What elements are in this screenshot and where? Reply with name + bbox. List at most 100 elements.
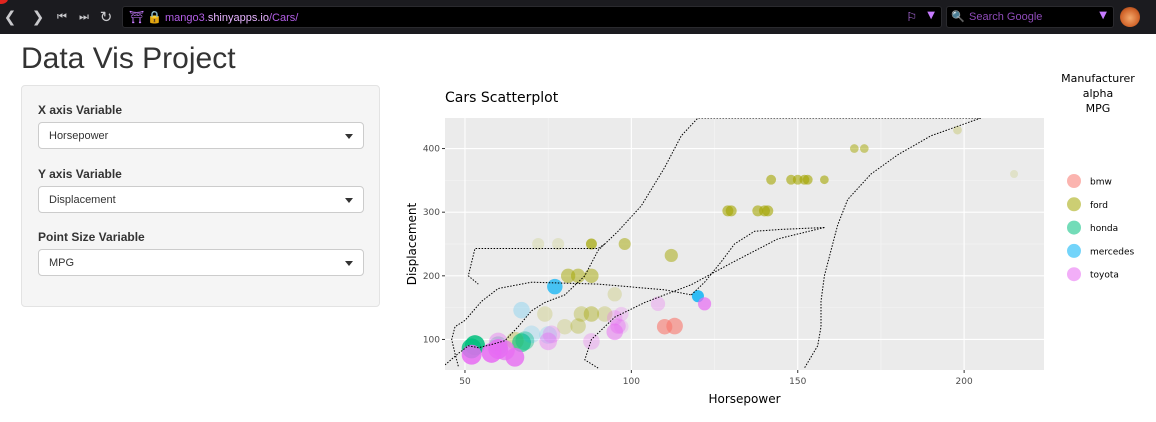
data-point-mercedes — [539, 326, 558, 344]
legend-title: Manufacturer — [1061, 72, 1135, 85]
data-point-bmw — [666, 317, 683, 335]
shield-icon[interactable]: ⛩ — [129, 10, 145, 24]
data-point-ford — [597, 306, 613, 322]
density-contour — [467, 243, 605, 285]
data-point-ford — [859, 144, 869, 153]
y-tick-label: 300 — [423, 208, 440, 218]
data-point-toyota — [614, 306, 629, 322]
data-point-mercedes — [547, 278, 563, 295]
page-title: Data Vis Project — [21, 42, 236, 75]
data-point-honda — [512, 333, 531, 353]
search-input[interactable]: Search Google — [969, 11, 1043, 23]
data-point-ford — [849, 144, 859, 153]
data-point-ford — [585, 238, 597, 250]
x-tick-label: 50 — [459, 377, 471, 387]
search-icon[interactable]: 🔍 — [951, 10, 965, 23]
x-tick-label: 100 — [623, 377, 640, 387]
profile-avatar[interactable] — [1120, 7, 1140, 27]
data-point-ford — [725, 205, 737, 217]
caret-down-icon — [345, 134, 353, 139]
data-point-toyota — [650, 296, 666, 311]
data-point-honda — [515, 331, 535, 351]
legend-key-ford — [1067, 197, 1081, 212]
x-tick-label: 150 — [789, 377, 806, 387]
data-point-ford — [618, 237, 631, 251]
caret-down-icon — [345, 261, 353, 266]
y-axis-select-value: Displacement — [49, 194, 116, 206]
chart-title: Cars Scatterplot — [445, 90, 559, 106]
legend-key-mercedes — [1067, 243, 1081, 258]
bookmark-icon[interactable]: ⚐ — [906, 10, 917, 24]
data-point-ford — [557, 319, 573, 335]
y-tick-label: 400 — [423, 145, 440, 155]
back-icon[interactable]: ❮ — [3, 8, 17, 26]
address-bar[interactable]: ⛩ 🔒 mango3.shinyapps.io/Cars/ ⚐ ▼ — [122, 6, 942, 28]
density-contour — [690, 227, 825, 296]
url-text[interactable]: mango3.shinyapps.io/Cars/ — [165, 12, 299, 24]
legend-key-bmw — [1067, 174, 1081, 188]
skip-back-icon[interactable]: ⏮ — [57, 10, 67, 23]
data-point-ford — [532, 237, 545, 251]
legend-title: MPG — [1086, 102, 1111, 115]
data-point-toyota — [461, 344, 482, 365]
data-point-mercedes — [522, 325, 541, 344]
data-point-ford — [820, 175, 829, 185]
data-point-toyota — [606, 323, 623, 341]
data-point-ford — [537, 306, 553, 322]
x-axis-title: Horsepower — [708, 392, 780, 406]
window-close-dot[interactable] — [0, 0, 8, 4]
data-point-toyota — [488, 332, 508, 352]
data-point-toyota — [542, 325, 561, 344]
point-size-select[interactable]: MPG — [38, 249, 364, 276]
point-size-label: Point Size Variable — [38, 230, 145, 244]
legend-title: alpha — [1083, 87, 1114, 100]
data-point-ford — [664, 248, 678, 263]
reload-icon[interactable]: ↻ — [99, 8, 113, 26]
data-point-ford — [570, 268, 586, 283]
x-axis-label: X axis Variable — [38, 103, 123, 117]
scatter-plot-svg: 50 100 150 200 100 200 300 400 Cars Scatterplot H… — [405, 72, 1135, 406]
data-point-toyota — [614, 319, 629, 334]
skip-forward-icon[interactable]: ⏭ — [79, 10, 89, 23]
legend-key-honda — [1067, 220, 1081, 235]
browser-toolbar: ❮ ❯ ⏮ ⏭ ↻ ⛩ 🔒 mango3.shinyapps.io/Cars/ … — [0, 0, 1156, 34]
x-axis-select-value: Horsepower — [49, 130, 109, 142]
data-point-toyota — [539, 332, 558, 351]
data-point-mercedes — [513, 301, 530, 319]
legend-label-bmw: bmw — [1090, 178, 1112, 188]
data-point-ford — [583, 306, 600, 322]
sidebar-panel: X axis Variable Horsepower Y axis Variab… — [21, 85, 380, 307]
caret-down-icon — [345, 198, 353, 203]
data-point-toyota — [610, 318, 626, 334]
y-axis-select[interactable]: Displacement — [38, 186, 364, 213]
y-axis-label: Y axis Variable — [38, 167, 122, 181]
data-point-ford — [766, 174, 777, 185]
lock-icon[interactable]: 🔒 — [147, 10, 162, 24]
x-axis-select[interactable]: Horsepower — [38, 122, 364, 149]
chevron-down-icon[interactable]: ▼ — [1099, 10, 1107, 21]
data-point-ford — [762, 205, 774, 217]
legend-label-toyota: toyota — [1090, 271, 1119, 281]
y-tick-label: 200 — [423, 272, 440, 282]
data-point-ford — [560, 268, 576, 283]
legend-key-toyota — [1067, 267, 1081, 282]
search-bar[interactable]: 🔍 Search Google ▼ — [946, 6, 1114, 28]
chevron-down-icon[interactable]: ▼ — [927, 10, 935, 21]
data-point-toyota — [583, 333, 600, 350]
data-point-toyota — [697, 297, 712, 311]
data-point-ford — [802, 174, 813, 185]
data-point-ford — [584, 268, 599, 283]
legend-label-ford: ford — [1090, 201, 1108, 211]
data-point-ford — [570, 318, 586, 334]
data-point-ford — [573, 306, 590, 322]
scatter-plot: 50 100 150 200 100 200 300 400 Cars Scatterplot H… — [392, 70, 1156, 420]
data-point-ford — [552, 237, 565, 251]
y-tick-label: 100 — [423, 335, 440, 345]
forward-icon[interactable]: ❯ — [31, 8, 45, 26]
data-point-toyota — [606, 310, 623, 326]
x-tick-label: 200 — [956, 377, 973, 387]
data-point-ford — [1010, 170, 1019, 178]
data-point-ford — [953, 125, 962, 135]
y-axis-title: Displacement — [405, 202, 419, 285]
data-point-toyota — [505, 347, 525, 367]
